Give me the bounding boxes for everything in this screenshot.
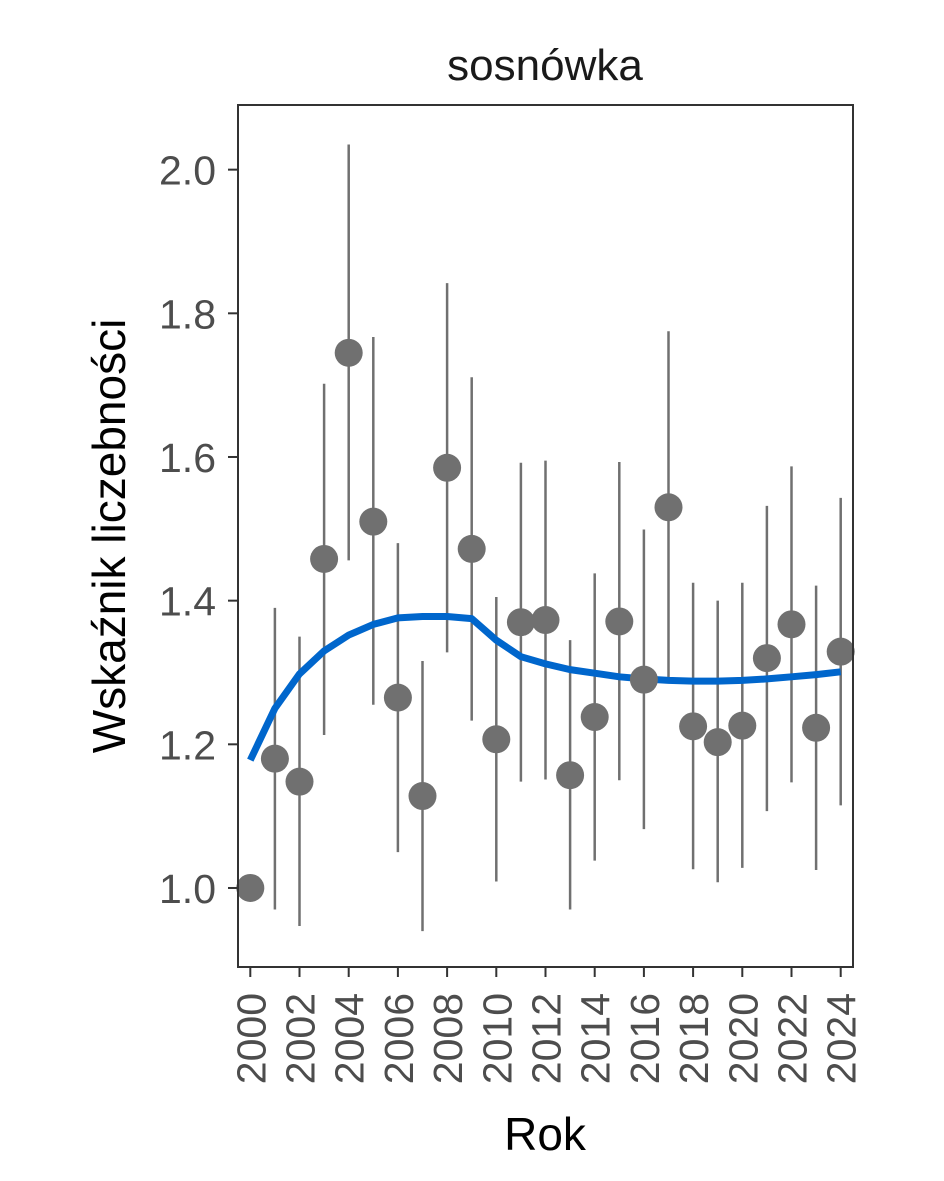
data-point [580,703,609,732]
data-point [605,607,634,636]
y-tick-label: 1.0 [159,866,216,912]
data-point [310,544,339,573]
data-point [654,493,683,522]
trend-line [247,613,842,762]
x-tick-label: 2016 [622,993,668,1084]
data-point [236,873,265,902]
x-tick-label: 2020 [720,993,766,1084]
x-tick-label: 2006 [376,993,422,1084]
x-tick-label: 2018 [671,993,717,1084]
x-tick-label: 2012 [524,993,570,1084]
data-point [506,608,535,637]
chart-title: sosnówka [447,41,643,90]
data-point [285,767,314,796]
y-tick-label: 1.8 [159,291,216,337]
data-point [359,507,388,536]
y-tick-label: 1.2 [159,722,216,768]
plot-area [236,144,855,932]
x-axis-title: Rok [504,1108,587,1160]
data-point [752,644,781,673]
data-point [482,725,511,754]
x-tick-label: 2002 [278,993,324,1084]
x-tick-label: 2024 [819,993,865,1084]
data-point [826,637,855,666]
data-point [457,534,486,563]
x-tick-label: 2000 [228,993,274,1084]
x-tick-label: 2022 [770,993,816,1084]
data-point [703,728,732,757]
data-point [433,453,462,482]
x-tick-label: 2004 [327,993,373,1084]
data-point [802,713,831,742]
data-point [679,712,708,741]
data-point [531,606,560,635]
x-tick-label: 2010 [474,993,520,1084]
x-tick-label: 2014 [573,993,619,1084]
data-point [556,761,585,790]
y-tick-label: 1.6 [159,435,216,481]
data-point [408,782,437,811]
data-point [334,338,363,367]
data-point [260,744,289,773]
y-axis-title: Wskaźnik liczebności [83,319,135,754]
data-point [629,665,658,694]
y-tick-label: 2.0 [159,148,216,194]
y-tick-label: 1.4 [159,579,216,625]
x-tick-label: 2008 [425,993,471,1084]
data-point [728,711,757,740]
data-point [777,610,806,639]
data-point [383,683,412,712]
